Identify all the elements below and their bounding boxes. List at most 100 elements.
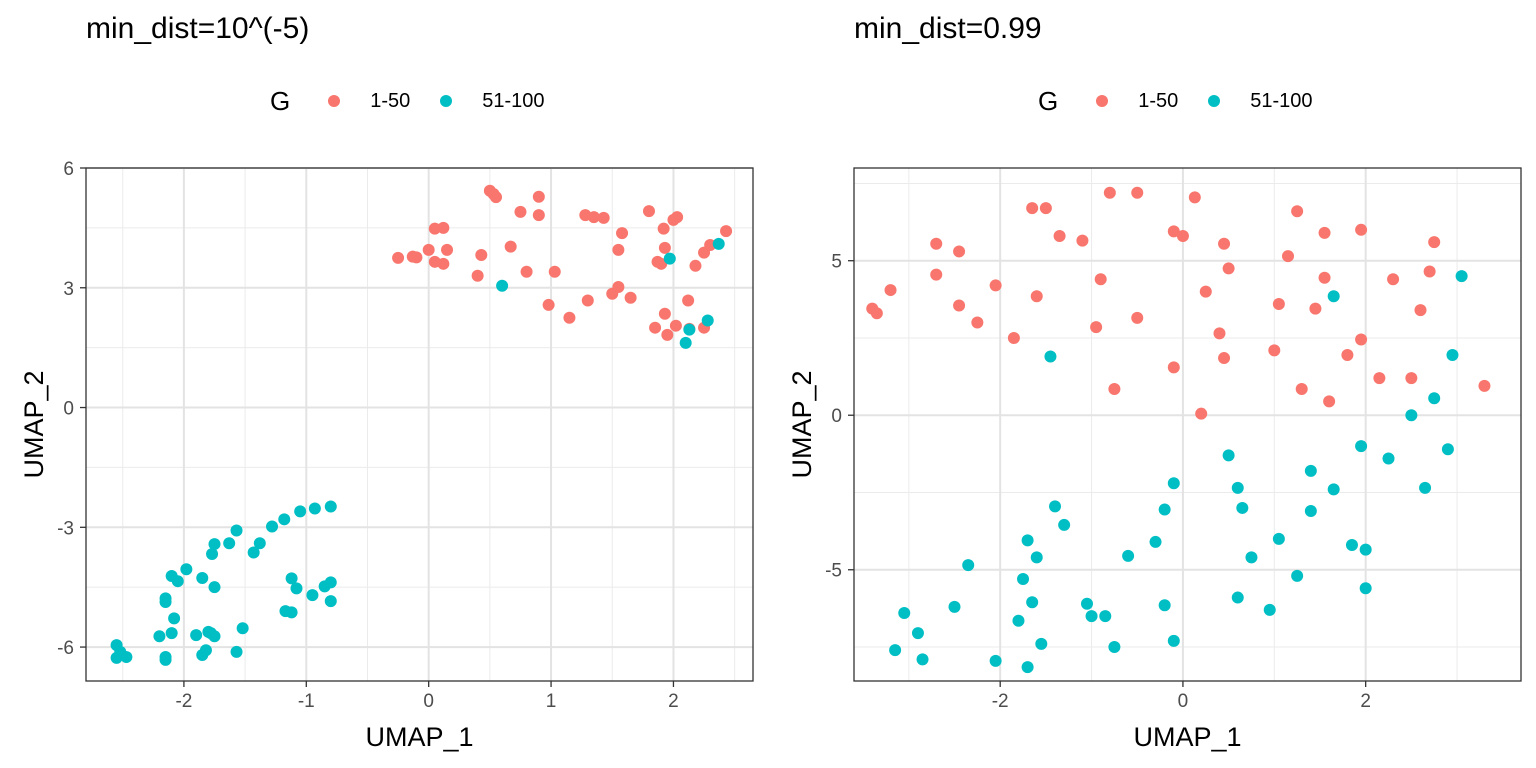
legend-dot-51-100 bbox=[1208, 95, 1221, 107]
data-point-1-50 bbox=[657, 222, 670, 235]
data-point-1-50 bbox=[532, 209, 545, 222]
data-point-51-100 bbox=[1263, 603, 1276, 616]
data-point-1-50 bbox=[1030, 290, 1043, 303]
data-point-1-50 bbox=[1090, 321, 1103, 334]
data-point-1-50 bbox=[649, 321, 662, 334]
data-point-1-50 bbox=[1131, 311, 1144, 324]
data-point-51-100 bbox=[1158, 503, 1171, 516]
legend-dot-1-50 bbox=[328, 95, 341, 107]
data-point-51-100 bbox=[180, 563, 193, 576]
points bbox=[866, 186, 1491, 674]
legend-item-1-50: 1-50 bbox=[1096, 90, 1178, 113]
data-point-51-100 bbox=[253, 537, 266, 550]
legend-item-51-100: 51-100 bbox=[440, 90, 545, 113]
data-point-1-50 bbox=[953, 245, 966, 258]
data-point-51-100 bbox=[120, 651, 133, 664]
data-point-1-50 bbox=[658, 307, 671, 320]
data-point-1-50 bbox=[1195, 407, 1208, 420]
data-point-51-100 bbox=[1345, 539, 1358, 552]
y-tick-label: -6 bbox=[57, 638, 74, 659]
data-point-1-50 bbox=[437, 221, 450, 234]
data-point-1-50 bbox=[642, 205, 655, 218]
data-point-1-50 bbox=[671, 211, 684, 224]
data-point-51-100 bbox=[1058, 518, 1071, 531]
data-point-1-50 bbox=[1199, 285, 1212, 298]
data-point-51-100 bbox=[306, 589, 319, 602]
data-point-51-100 bbox=[1017, 573, 1030, 586]
y-tick-label: 0 bbox=[63, 399, 74, 420]
data-point-51-100 bbox=[1167, 634, 1180, 647]
data-point-1-50 bbox=[1007, 331, 1020, 344]
y-tick-label: 6 bbox=[63, 159, 74, 180]
data-point-1-50 bbox=[1108, 382, 1121, 395]
data-point-51-100 bbox=[683, 323, 696, 336]
data-point-51-100 bbox=[1021, 661, 1034, 674]
data-point-51-100 bbox=[290, 582, 303, 595]
plot-panel bbox=[854, 168, 1521, 681]
data-point-1-50 bbox=[612, 243, 625, 256]
data-point-51-100 bbox=[1035, 637, 1048, 650]
data-point-51-100 bbox=[206, 548, 219, 561]
data-point-1-50 bbox=[504, 240, 517, 253]
data-point-1-50 bbox=[971, 316, 984, 329]
data-point-51-100 bbox=[1026, 596, 1039, 609]
data-point-51-100 bbox=[1231, 481, 1244, 494]
legend-title: G bbox=[270, 85, 291, 116]
data-point-1-50 bbox=[1268, 344, 1281, 357]
data-point-51-100 bbox=[168, 612, 181, 625]
x-tick-label: 0 bbox=[1178, 691, 1189, 712]
data-point-1-50 bbox=[597, 211, 610, 224]
data-point-1-50 bbox=[669, 319, 682, 332]
data-point-51-100 bbox=[1419, 481, 1432, 494]
data-point-1-50 bbox=[1094, 273, 1107, 286]
y-axis-label: UMAP_2 bbox=[787, 370, 817, 478]
data-point-51-100 bbox=[1291, 569, 1304, 582]
axes: -2 -1 0 1 2 -6 -3 0 3 6 bbox=[57, 159, 679, 712]
data-point-1-50 bbox=[720, 225, 733, 238]
data-point-51-100 bbox=[1327, 290, 1340, 303]
data-point-1-50 bbox=[1176, 229, 1189, 242]
data-point-51-100 bbox=[898, 607, 911, 620]
data-point-51-100 bbox=[1441, 443, 1454, 456]
x-tick-label: 1 bbox=[546, 691, 557, 712]
data-point-51-100 bbox=[247, 546, 260, 559]
data-point-51-100 bbox=[1030, 551, 1043, 564]
data-point-51-100 bbox=[230, 645, 243, 658]
data-point-51-100 bbox=[223, 537, 236, 550]
data-point-51-100 bbox=[1382, 452, 1395, 465]
chart-title: min_dist=0.99 bbox=[854, 12, 1042, 45]
data-point-51-100 bbox=[159, 595, 172, 608]
data-point-51-100 bbox=[153, 630, 166, 643]
data-point-51-100 bbox=[159, 653, 172, 666]
data-point-51-100 bbox=[110, 651, 123, 664]
x-tick-label: -2 bbox=[992, 691, 1009, 712]
data-point-1-50 bbox=[930, 268, 943, 281]
data-point-1-50 bbox=[471, 269, 484, 282]
data-point-1-50 bbox=[1318, 271, 1331, 284]
data-point-51-100 bbox=[1355, 440, 1368, 453]
data-point-1-50 bbox=[532, 190, 545, 203]
data-point-51-100 bbox=[230, 524, 243, 537]
data-point-1-50 bbox=[1318, 226, 1331, 239]
data-point-51-100 bbox=[1359, 543, 1372, 556]
data-point-51-100 bbox=[190, 629, 203, 642]
data-point-1-50 bbox=[1218, 352, 1231, 365]
data-point-51-100 bbox=[962, 559, 975, 572]
data-point-51-100 bbox=[1359, 582, 1372, 595]
data-point-51-100 bbox=[1085, 610, 1098, 623]
data-point-1-50 bbox=[1341, 348, 1354, 361]
data-point-51-100 bbox=[663, 252, 676, 265]
data-point-1-50 bbox=[1218, 237, 1231, 250]
x-tick-label: 0 bbox=[423, 691, 434, 712]
data-point-51-100 bbox=[1044, 350, 1057, 363]
data-point-51-100 bbox=[989, 654, 1002, 667]
data-point-1-50 bbox=[542, 298, 555, 311]
data-point-1-50 bbox=[682, 294, 695, 307]
x-tick-label: 2 bbox=[1360, 691, 1371, 712]
data-point-1-50 bbox=[953, 299, 966, 312]
data-point-51-100 bbox=[324, 576, 337, 589]
data-point-1-50 bbox=[1414, 304, 1427, 317]
data-point-1-50 bbox=[1103, 186, 1116, 199]
data-point-51-100 bbox=[679, 336, 692, 349]
minor-grid bbox=[854, 168, 1521, 681]
